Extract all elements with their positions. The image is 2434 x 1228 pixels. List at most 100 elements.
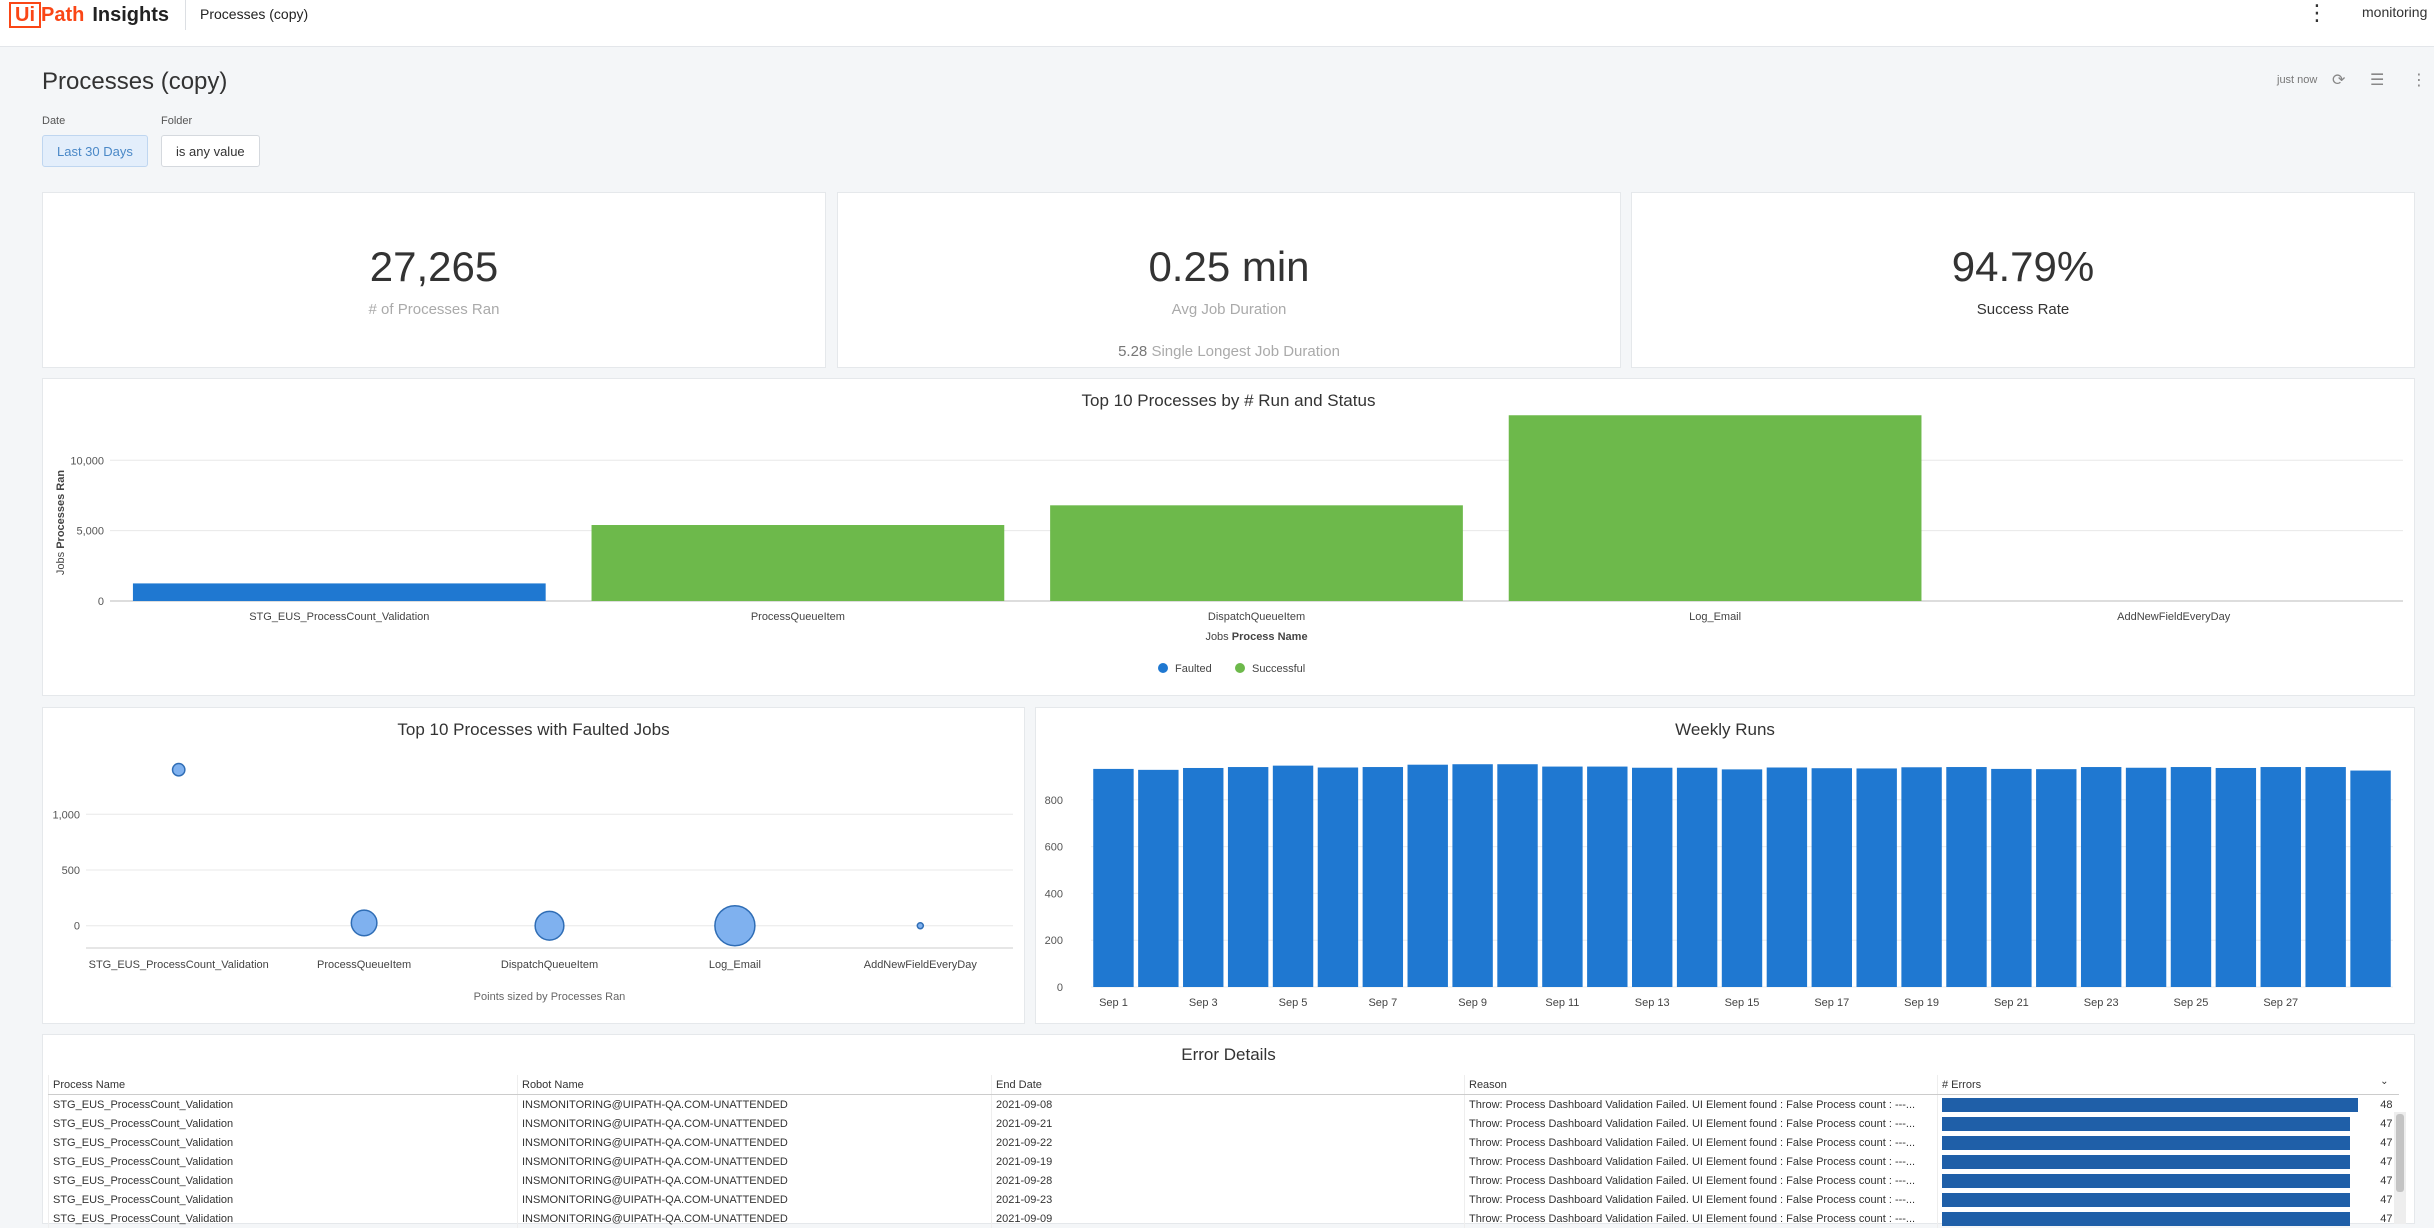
weekly-bar xyxy=(1587,766,1628,987)
bubble-point xyxy=(714,904,756,947)
weekly-bar xyxy=(1991,768,2032,987)
table-cell-reason: Throw: Process Dashboard Validation Fail… xyxy=(1464,1094,1938,1114)
y-tick-label: 800 xyxy=(1045,795,1063,807)
kebab-icon[interactable]: ⋮ xyxy=(2306,0,2328,25)
kebab-icon[interactable]: ⋮ xyxy=(2411,72,2427,89)
y-axis-label-prefix: Jobs xyxy=(55,549,67,575)
table-cell-date: 2021-09-28 xyxy=(991,1171,1465,1190)
error-bar-fill xyxy=(1942,1154,2350,1169)
table-row[interactable]: STG_EUS_ProcessCount_Validation INSMONITO… xyxy=(48,1114,2399,1133)
chart-title: Weekly Runs xyxy=(1675,720,1775,739)
error-count-bar: 47 xyxy=(1942,1192,2395,1207)
table-row[interactable]: STG_EUS_ProcessCount_Validation INSMONITO… xyxy=(48,1133,2399,1152)
table-cell-reason: Throw: Process Dashboard Validation Fail… xyxy=(1464,1171,1938,1190)
error-count-bar: 47 xyxy=(1942,1154,2395,1169)
table-cell-date: 2021-09-21 xyxy=(991,1114,1465,1133)
table-cell-reason: Throw: Process Dashboard Validation Fail… xyxy=(1464,1152,1938,1171)
error-bar-fill xyxy=(1942,1097,2359,1112)
faulted-jobs-chart-card: Top 10 Processes with Faulted Jobs 0 500 1… xyxy=(42,707,1025,1024)
table-cell-errors: 47 xyxy=(1937,1171,2399,1190)
divider xyxy=(185,0,186,30)
x-tick-label: Sep 13 xyxy=(1635,997,1670,1009)
table-row[interactable]: STG_EUS_ProcessCount_Validation INSMONITO… xyxy=(48,1190,2399,1209)
page-title: Processes (copy) xyxy=(42,68,228,95)
weekly-bar xyxy=(2215,767,2257,987)
table-row[interactable]: STG_EUS_ProcessCount_Validation INSMONITO… xyxy=(48,1171,2399,1190)
y-tick-label: 500 xyxy=(62,865,80,877)
table-cell-robot: INSMONITORING@UIPATH-QA.COM-UNATTENDED xyxy=(517,1171,992,1190)
bubble-point xyxy=(350,909,378,937)
x-tick-label: Sep 5 xyxy=(1279,997,1308,1009)
bar-faulted xyxy=(132,583,546,601)
kpi-label: # of Processes Ran xyxy=(368,301,500,318)
refresh-icon[interactable]: ⟳ xyxy=(2332,72,2346,89)
y-tick-label: 0 xyxy=(74,921,80,933)
error-count: 47 xyxy=(2380,1136,2393,1149)
legend-marker-successful xyxy=(1235,663,1245,673)
table-row[interactable]: STG_EUS_ProcessCount_Validation INSMONITO… xyxy=(48,1152,2399,1171)
bar-successful xyxy=(591,525,1005,601)
column-header[interactable]: Reason xyxy=(1464,1075,1938,1095)
table-cell-reason: Throw: Process Dashboard Validation Fail… xyxy=(1464,1209,1938,1228)
table-cell-date: 2021-09-08 xyxy=(991,1094,1465,1114)
table-row[interactable]: STG_EUS_ProcessCount_Validation INSMONITO… xyxy=(48,1209,2399,1228)
folder-filter-label: Folder xyxy=(161,115,193,127)
table-cell-robot: INSMONITORING@UIPATH-QA.COM-UNATTENDED xyxy=(517,1209,992,1228)
kpi-value: 94.79% xyxy=(1951,243,2095,290)
date-filter-label: Date xyxy=(42,115,66,127)
folder-filter-button[interactable]: is any value xyxy=(161,135,260,167)
chart-title: Top 10 Processes with Faulted Jobs xyxy=(397,720,670,739)
date-filter-button[interactable]: Last 30 Days xyxy=(42,135,148,167)
bubble-point xyxy=(534,910,565,941)
table-cell-date: 2021-09-23 xyxy=(991,1190,1465,1209)
weekly-bar xyxy=(1811,768,1852,987)
table-cell-robot: INSMONITORING@UIPATH-QA.COM-UNATTENDED xyxy=(517,1114,992,1133)
chart-note: Points sized by Processes Ran xyxy=(474,991,626,1003)
legend-label-successful: Successful xyxy=(1252,663,1305,675)
table-cell-process: STG_EUS_ProcessCount_Validation xyxy=(48,1152,518,1171)
weekly-bar xyxy=(2260,767,2301,987)
filter-icon[interactable]: ☰ xyxy=(2370,72,2385,89)
y-axis-label: Jobs Processes Ran xyxy=(55,470,67,575)
kpi-extra: 5.28 Single Longest Job Duration xyxy=(838,343,1620,360)
error-bar-fill xyxy=(1942,1116,2350,1131)
scrollbar-thumb[interactable] xyxy=(2396,1114,2404,1192)
x-tick-label: Sep 21 xyxy=(1994,997,2029,1009)
x-tick-label: Sep 23 xyxy=(2084,997,2119,1009)
table-cell-reason: Throw: Process Dashboard Validation Fail… xyxy=(1464,1133,1938,1152)
error-bar-fill xyxy=(1942,1211,2350,1226)
error-bar-fill xyxy=(1942,1192,2350,1207)
logo-path-text: Path xyxy=(41,3,85,26)
legend-label-faulted: Faulted xyxy=(1175,663,1212,675)
weekly-bar xyxy=(2080,767,2122,987)
y-tick-label: 400 xyxy=(1045,888,1063,900)
error-count-bar: 48 xyxy=(1942,1097,2395,1112)
table-cell-date: 2021-09-22 xyxy=(991,1133,1465,1152)
user-menu[interactable]: monitoring xyxy=(2362,4,2428,20)
refresh-timestamp: just now xyxy=(2277,74,2318,86)
kpi-value: 27,265 xyxy=(369,243,499,290)
kpi-value: 0.25 min xyxy=(1148,243,1310,290)
kpi-label: Success Rate xyxy=(1976,301,2070,318)
weekly-bar xyxy=(1362,767,1404,987)
column-header[interactable]: Robot Name xyxy=(517,1075,992,1095)
error-count: 47 xyxy=(2380,1212,2393,1225)
table-cell-reason: Throw: Process Dashboard Validation Fail… xyxy=(1464,1190,1938,1209)
chevron-down-icon[interactable]: ⌄ xyxy=(2380,1076,2389,1087)
column-header[interactable]: End Date xyxy=(991,1075,1465,1095)
weekly-bar xyxy=(2125,767,2167,987)
x-tick-label: Sep 1 xyxy=(1099,997,1128,1009)
column-header[interactable]: Process Name xyxy=(48,1075,518,1095)
weekly-bar xyxy=(1721,769,1763,987)
breadcrumb[interactable]: Processes (copy) xyxy=(200,6,309,22)
kpi-extra-value: 5.28 xyxy=(1118,343,1148,360)
uipath-logo[interactable]: Ui Path Insights xyxy=(9,0,169,30)
weekly-bar xyxy=(1856,768,1897,987)
table-row[interactable]: STG_EUS_ProcessCount_Validation INSMONITO… xyxy=(48,1094,2399,1114)
table-cell-date: 2021-09-19 xyxy=(991,1152,1465,1171)
x-tick-label: ProcessQueueItem xyxy=(751,611,845,623)
error-count-bar: 47 xyxy=(1942,1116,2395,1131)
x-tick-label: Log_Email xyxy=(1689,611,1741,623)
top-processes-chart-card: Top 10 Processes by # Run and Status 0 5,… xyxy=(42,378,2415,696)
column-header-errors[interactable]: # Errors ⌄ xyxy=(1937,1075,2399,1095)
